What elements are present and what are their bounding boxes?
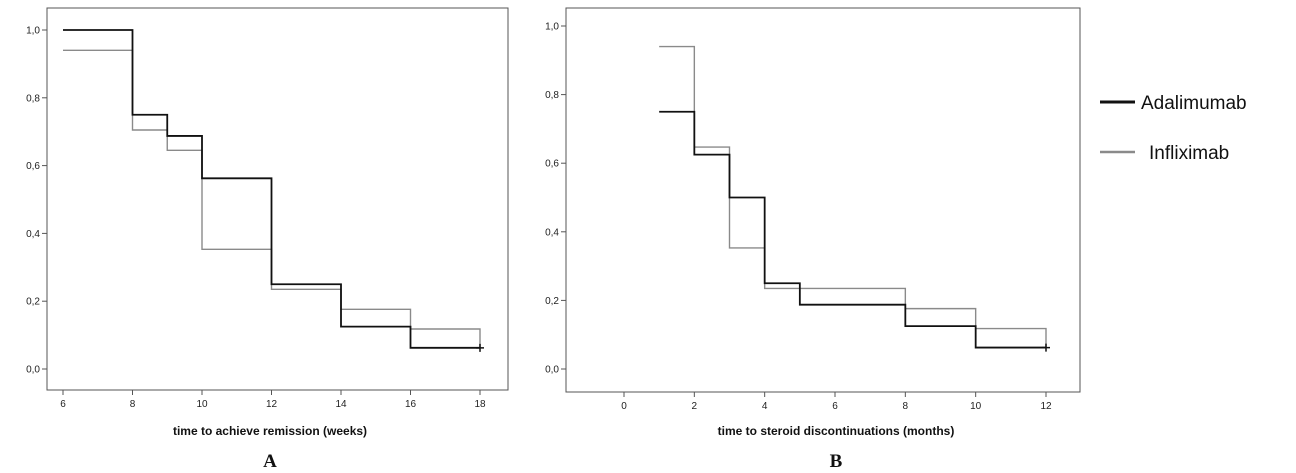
- panel-a-series: [63, 29, 484, 352]
- legend-label-adalimumab: Adalimumab: [1141, 93, 1247, 114]
- panel-a-letter: A: [263, 451, 277, 472]
- panel-b-y-tick-label: 0,0: [545, 365, 559, 376]
- panel-b-series: [659, 45, 1050, 352]
- panel-a-series-adalimumab-line: [63, 29, 480, 349]
- legend: Adalimumab Infliximab: [1100, 93, 1247, 164]
- panel-a-y-tick-label: 1,0: [26, 26, 40, 37]
- legend-label-infliximab: Infliximab: [1149, 143, 1229, 164]
- panel-a-x-tick-label: 6: [60, 399, 66, 410]
- panel-b-y-tick-label: 0,2: [545, 296, 559, 307]
- panel-b-letter: B: [830, 451, 843, 472]
- panel-b-y-tick-label: 0,4: [545, 227, 559, 238]
- panel-b-y-tick-label: 1,0: [545, 22, 559, 33]
- panel-b-ticks: 0 2 4 6 8 10 12 0,0 0,2 0,4 0,6 0,8 1,0: [545, 22, 1052, 413]
- panel-b-x-tick-label: 6: [832, 401, 838, 412]
- panel-a-y-tick-label: 0,4: [26, 229, 40, 240]
- panel-b-y-tick-label: 0,6: [545, 159, 559, 170]
- panel-a-chart: 6 8 10 12 14 16 18 0,0 0,2 0,4 0,6 0,8 1,0 time to a…: [26, 7, 509, 472]
- panel-a-x-axis-label: time to achieve remission (weeks): [173, 424, 367, 438]
- panel-a-x-tick-label: 14: [335, 399, 347, 410]
- panel-b-x-tick-label: 8: [903, 401, 909, 412]
- panel-b-y-tick-label: 0,8: [545, 90, 559, 101]
- panel-b-x-tick-label: 4: [762, 401, 768, 412]
- panel-b-x-tick-label: 2: [692, 401, 698, 412]
- panel-a-series-adalimumab-censor-mark: [476, 343, 484, 352]
- panel-a-y-tick-label: 0,6: [26, 161, 40, 172]
- panel-a-y-tick-label: 0,0: [26, 365, 40, 376]
- panel-a-y-tick-label: 0,2: [26, 297, 40, 308]
- panel-a-y-tick-label: 0,8: [26, 93, 40, 104]
- panel-b-x-tick-label: 10: [970, 401, 982, 412]
- panel-b-chart: 0 2 4 6 8 10 12 0,0 0,2 0,4 0,6 0,8 1,0 time to ster…: [545, 7, 1081, 472]
- panel-b-plot-frame: [565, 7, 1081, 393]
- panel-a-plot-frame: [46, 7, 509, 391]
- panel-a-x-tick-label: 12: [266, 399, 278, 410]
- panel-a-ticks: 6 8 10 12 14 16 18 0,0 0,2 0,4 0,6 0,8 1,0: [26, 26, 486, 411]
- panel-b-x-tick-label: 12: [1040, 401, 1052, 412]
- panel-a-x-tick-label: 18: [474, 399, 486, 410]
- panel-b-x-tick-label: 0: [621, 401, 627, 412]
- panel-a-x-tick-label: 8: [130, 399, 136, 410]
- panel-b-x-axis-label: time to steroid discontinuations (months…: [718, 424, 955, 438]
- panel-a-x-tick-label: 10: [196, 399, 208, 410]
- panel-a-x-tick-label: 16: [405, 399, 417, 410]
- panel-b-series-adalimumab-line: [659, 110, 1046, 349]
- panel-b-series-adalimumab-censor-mark: [1042, 343, 1050, 352]
